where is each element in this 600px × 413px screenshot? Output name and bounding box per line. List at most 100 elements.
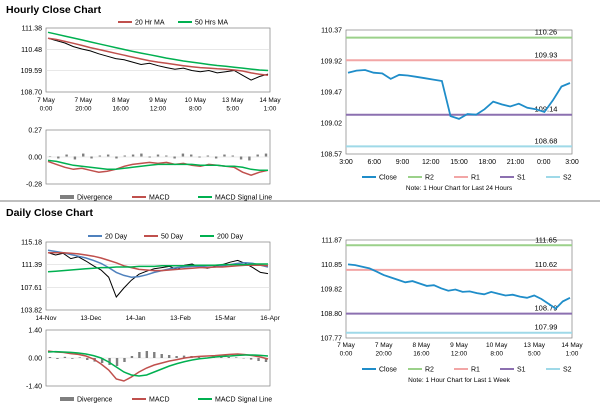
legend-label: Close <box>379 367 397 374</box>
divergence-bar <box>220 356 223 358</box>
series-line-close <box>47 37 269 81</box>
divergence-bar <box>100 358 104 363</box>
x-tick-label: 10 May 8:00 <box>486 342 508 358</box>
x-tick-label: 14 May 1:00 <box>561 342 583 358</box>
legend-label: 200 Day <box>217 234 244 241</box>
x-tick-label: 15-Mar <box>215 315 236 322</box>
level-label: 110.62 <box>535 260 557 269</box>
x-tick-label: 3:00 <box>339 159 353 166</box>
y-tick-label: -0.28 <box>26 182 42 189</box>
divergence-bar <box>167 355 171 358</box>
x-tick-label-line: 0:00 <box>40 106 53 113</box>
legend-label: S2 <box>563 175 572 182</box>
divergence-bar <box>65 154 68 157</box>
divergence-bar <box>130 356 134 358</box>
y-tick-label: 111.87 <box>322 238 342 245</box>
plot-area <box>45 27 271 93</box>
legend-label: Divergence <box>77 195 113 202</box>
divergence-bar <box>182 355 186 358</box>
level-label: 109.93 <box>535 50 558 59</box>
x-tick-label-line: 20:00 <box>376 351 393 358</box>
y-tick-label: 107.61 <box>21 285 43 292</box>
divergence-bar <box>98 155 102 157</box>
series-line-close <box>347 69 571 120</box>
x-tick-label-line: 12:00 <box>150 106 167 113</box>
hourly-macd-chart: 0.27 0.00 -0.28 Divergence MACD MACD Signal L… <box>26 128 272 202</box>
y-tick-label: 109.47 <box>321 90 343 97</box>
divergence-bar <box>115 358 119 366</box>
series-line-close <box>347 263 571 310</box>
divergence-bar <box>82 153 85 157</box>
y-tick-label: 108.70 <box>21 90 43 97</box>
x-tick-label: 13-Dec <box>80 315 102 322</box>
legend-label: MACD <box>149 397 170 404</box>
x-tick-label: 10 May 8:00 <box>185 97 207 113</box>
x-tick-label: 12:00 <box>422 159 440 166</box>
level-label: 107.99 <box>535 323 558 332</box>
divergence-bar <box>239 156 243 160</box>
y-tick-label: 107.77 <box>321 336 343 343</box>
y-tick-label: 111.38 <box>22 26 42 33</box>
x-tick-label-line: 14 May <box>561 342 583 349</box>
level-label: 108.68 <box>535 136 558 145</box>
divergence-bar <box>160 354 163 358</box>
x-tick-label-line: 5:00 <box>226 106 239 113</box>
divergence-bar <box>57 156 60 159</box>
legend-label: Close <box>379 175 397 182</box>
x-tick-label-line: 7 May <box>37 97 55 104</box>
divergence-bar <box>156 154 160 157</box>
x-tick-label: 14-Jan <box>126 315 146 322</box>
x-tick-label-line: 8:00 <box>189 106 202 113</box>
legend-swatch <box>60 195 74 199</box>
divergence-bar <box>108 358 111 365</box>
divergence-bar <box>227 357 230 358</box>
y-tick-label: 108.57 <box>321 152 343 159</box>
x-tick-label: 18:00 <box>478 159 496 166</box>
level-label: 111.65 <box>535 235 557 244</box>
divergence-bar <box>197 357 201 358</box>
x-tick-label-line: 14 May <box>259 97 281 104</box>
series-line-200-day <box>47 263 268 273</box>
hourly-levels-chart: 110.37 109.92 109.47 109.02 108.57 110.26 109.… <box>321 28 579 193</box>
x-tick-label-line: 10 May <box>185 97 207 104</box>
divergence-bar <box>264 153 268 157</box>
x-tick-label-line: 8 May <box>412 342 430 349</box>
series-line-macd <box>47 350 269 382</box>
legend-label: 20 Day <box>105 234 128 241</box>
divergence-bar <box>165 155 168 157</box>
divergence-bar <box>173 156 176 159</box>
x-tick-label: 9 May 12:00 <box>450 342 468 358</box>
x-tick-label: 16-Apr <box>260 315 280 322</box>
divergence-bar <box>131 154 135 157</box>
section-separator <box>0 200 600 202</box>
divergence-bar <box>248 156 251 161</box>
x-tick-label-line: 0:00 <box>340 351 353 358</box>
x-tick-label: 9 May 12:00 <box>149 97 167 113</box>
x-tick-label-line: 7 May <box>337 342 355 349</box>
divergence-bar <box>48 156 52 158</box>
y-tick-label: 109.92 <box>321 59 343 66</box>
divergence-bar <box>123 155 126 157</box>
x-tick-label: 8 May 16:00 <box>112 97 130 113</box>
x-tick-label-line: 8:00 <box>490 351 503 358</box>
y-tick-label: 0.27 <box>28 128 42 135</box>
x-tick-label-line: 16:00 <box>413 351 430 358</box>
divergence-bar <box>73 156 77 160</box>
x-tick-label-line: 13 May <box>524 342 546 349</box>
divergence-bar <box>86 358 89 360</box>
y-tick-label: 110.37 <box>321 28 342 35</box>
level-label: 110.26 <box>535 28 557 37</box>
x-tick-label-line: 10 May <box>486 342 508 349</box>
plot-area <box>345 29 573 155</box>
legend-label: 20 Hr MA <box>135 20 165 27</box>
divergence-bar <box>223 154 226 157</box>
legend-swatch <box>60 397 74 401</box>
x-tick-label: 3:00 <box>565 159 579 166</box>
x-tick-label-line: 16:00 <box>113 106 130 113</box>
divergence-bar <box>106 154 110 157</box>
series-line-50-day <box>48 251 269 272</box>
legend-label: R2 <box>425 367 434 374</box>
x-tick-label-line: 20:00 <box>75 106 92 113</box>
x-tick-label: 6:00 <box>367 159 381 166</box>
x-tick-label: 0:00 <box>537 159 551 166</box>
